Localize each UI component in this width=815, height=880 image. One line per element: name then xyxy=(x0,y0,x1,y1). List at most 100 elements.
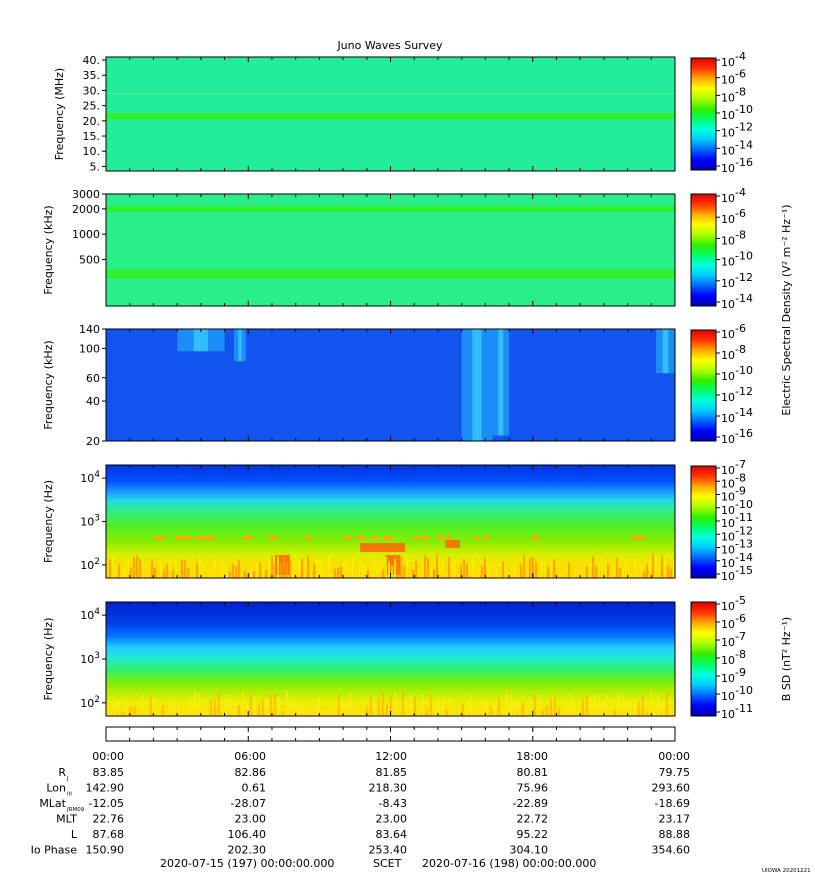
credit-label: UIOWA 20201221 xyxy=(762,868,811,874)
spike xyxy=(638,701,640,716)
spike xyxy=(556,571,558,578)
spike xyxy=(430,567,432,578)
spike xyxy=(654,709,656,716)
spike xyxy=(382,692,384,716)
spike xyxy=(652,554,654,578)
y-tick-label: 25. xyxy=(83,100,101,113)
spike xyxy=(109,559,111,578)
spike xyxy=(418,709,420,716)
spike xyxy=(352,555,354,578)
spike xyxy=(337,567,339,578)
spike xyxy=(242,691,244,716)
spike xyxy=(334,568,336,578)
spike xyxy=(382,569,384,578)
spike xyxy=(118,564,120,578)
spike xyxy=(326,709,328,716)
spike xyxy=(218,690,220,716)
spike xyxy=(346,557,348,578)
spike xyxy=(274,563,276,578)
spike xyxy=(361,564,363,578)
spike xyxy=(502,707,504,716)
spike xyxy=(310,571,312,578)
ephemeris-value: 23.00 xyxy=(376,813,408,826)
footer: 2020-07-15 (197) 00:00:00.000 SCET 2020-… xyxy=(160,857,811,874)
spike xyxy=(562,711,564,716)
spike xyxy=(256,564,258,578)
spike xyxy=(434,701,436,716)
spike xyxy=(374,704,376,716)
spike xyxy=(493,563,495,578)
spike xyxy=(670,709,672,716)
spike xyxy=(154,567,156,578)
spike xyxy=(450,697,452,716)
spike xyxy=(265,569,267,578)
spike xyxy=(190,568,192,578)
spike xyxy=(426,709,428,716)
spike xyxy=(484,557,486,578)
colorbar-label: 10-8 xyxy=(721,85,746,104)
ephemeris-value: -8.43 xyxy=(379,797,407,810)
colorbar xyxy=(690,465,717,579)
spike xyxy=(666,691,668,716)
spike xyxy=(398,709,400,716)
spike xyxy=(424,555,426,578)
colorbar-label: 10-4 xyxy=(721,50,746,69)
spike xyxy=(622,693,624,716)
y-tick-label: 102 xyxy=(80,557,100,572)
spike xyxy=(391,565,393,578)
ephemeris-value: 81.85 xyxy=(376,766,408,779)
spike xyxy=(643,571,645,578)
spike xyxy=(136,555,138,578)
spike xyxy=(454,561,456,578)
spike xyxy=(226,563,228,578)
spike xyxy=(250,568,252,578)
spike xyxy=(438,697,440,716)
spike xyxy=(373,555,375,578)
spike xyxy=(196,562,198,578)
emission-spot xyxy=(445,540,460,548)
ephemeris-row-label: R xyxy=(58,766,66,779)
colorbar-label: 10-6 xyxy=(721,322,746,341)
spike xyxy=(301,558,303,578)
spike xyxy=(661,555,663,578)
spike xyxy=(630,702,632,716)
spike xyxy=(474,705,476,716)
spike xyxy=(158,711,160,716)
spike xyxy=(562,570,564,578)
spectrogram-background xyxy=(106,194,675,306)
spike xyxy=(214,699,216,716)
spike xyxy=(187,567,189,578)
ephemeris-row-label: Lon xyxy=(46,782,66,795)
spike xyxy=(574,705,576,716)
spike xyxy=(594,693,596,716)
spike xyxy=(112,554,114,578)
spike xyxy=(622,570,624,578)
spike xyxy=(163,570,165,578)
spike xyxy=(186,711,188,716)
spike xyxy=(610,696,612,716)
emission-core xyxy=(662,329,669,374)
panel-mhz: 40. 35. 30. 25. 20. 15. 10. 5. Frequency (MHz) 10… xyxy=(53,50,753,175)
y-tick-label: 103 xyxy=(80,514,100,529)
spike xyxy=(445,569,447,578)
spike xyxy=(498,697,500,716)
y-tick-label: 60 xyxy=(86,372,100,385)
spike xyxy=(292,564,294,578)
spike xyxy=(268,560,270,578)
emission-spot xyxy=(387,536,393,540)
spike xyxy=(205,566,207,578)
spike xyxy=(217,569,219,578)
colorbar-title: B SD (nT² Hz⁻¹) xyxy=(780,617,793,701)
spike xyxy=(662,701,664,716)
spike xyxy=(139,558,141,578)
spike xyxy=(418,567,420,578)
spike xyxy=(230,694,232,716)
spike xyxy=(390,696,392,716)
spike xyxy=(250,693,252,716)
spike xyxy=(508,571,510,578)
ephemeris-value: 22.76 xyxy=(93,813,125,826)
spike xyxy=(290,701,292,716)
spike xyxy=(307,556,309,578)
colorbar-label: 10-8 xyxy=(721,228,746,247)
